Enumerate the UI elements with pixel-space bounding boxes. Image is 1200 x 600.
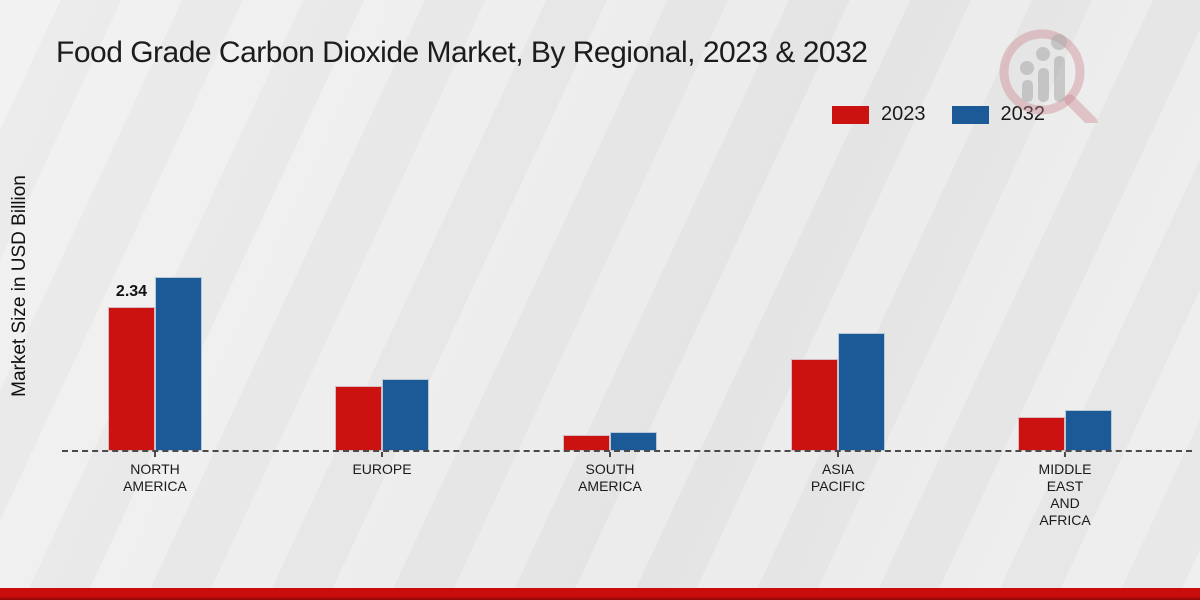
bar-2032-category-3	[838, 333, 885, 451]
axis-tick	[837, 452, 839, 457]
axis-tick	[381, 452, 383, 457]
legend-swatch-2023-icon	[832, 105, 869, 124]
axis-tick	[609, 452, 611, 457]
legend-label-2023: 2023	[881, 103, 926, 125]
chart-title: Food Grade Carbon Dioxide Market, By Reg…	[56, 36, 868, 69]
footer-accent-band	[0, 588, 1200, 600]
bar-2023-category-0	[108, 307, 155, 451]
legend-label-2032: 2032	[1000, 103, 1046, 125]
x-axis-baseline	[62, 450, 1192, 452]
bar-value-label: 2.34	[115, 283, 148, 300]
category-label-0: NORTH AMERICA	[123, 461, 187, 494]
bar-2023-category-2	[563, 435, 610, 451]
legend-item-2032: 2032	[951, 103, 1046, 126]
legend-item-2023: 2023	[832, 103, 926, 126]
bar-2023-category-1	[335, 386, 382, 451]
category-label-4: MIDDLE EAST AND AFRICA	[1038, 461, 1092, 528]
bar-2032-category-2	[610, 432, 657, 451]
axis-tick	[154, 452, 156, 457]
bar-2032-category-1	[382, 379, 429, 451]
category-label-3: ASIA PACIFIC	[810, 461, 866, 494]
bar-2023-category-3	[791, 359, 838, 451]
axis-tick	[1064, 452, 1066, 457]
category-label-2: SOUTH AMERICA	[578, 461, 642, 494]
bar-2032-category-4	[1065, 410, 1112, 451]
category-label-1: EUROPE	[352, 461, 412, 477]
magnifier-growth-chart-logo-icon	[999, 29, 1098, 123]
legend: 2023 2032	[832, 103, 1045, 126]
legend-swatch-2032-icon	[951, 105, 989, 124]
bar-2032-category-0	[155, 277, 202, 451]
bar-2023-category-4	[1018, 417, 1065, 451]
